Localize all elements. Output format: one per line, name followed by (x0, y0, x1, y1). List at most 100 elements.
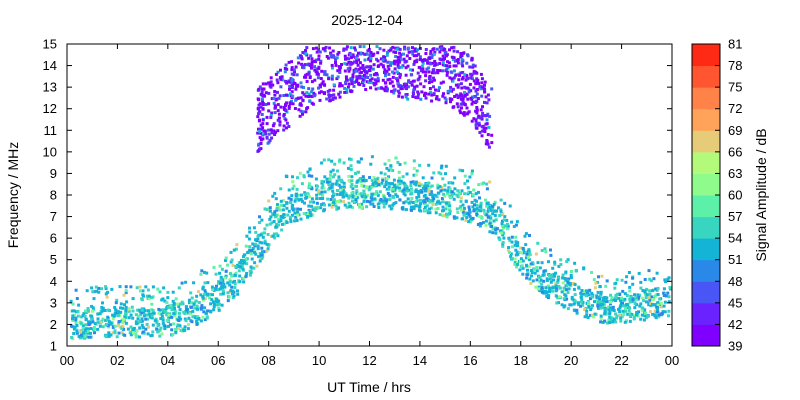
data-point (376, 176, 380, 180)
data-point (237, 264, 241, 268)
data-point (316, 206, 320, 210)
y-tick-label: 1 (50, 339, 57, 354)
data-point (593, 312, 597, 316)
data-point (519, 260, 522, 263)
data-point (310, 95, 314, 99)
data-point (603, 319, 607, 323)
data-point (321, 184, 325, 188)
data-point (331, 175, 335, 179)
data-point (326, 89, 330, 93)
data-point (313, 209, 317, 212)
data-point (286, 213, 290, 217)
data-point (195, 320, 199, 323)
data-point (548, 290, 551, 294)
data-point (483, 90, 487, 94)
data-point (406, 197, 410, 201)
data-point (402, 52, 405, 56)
data-point (475, 207, 479, 211)
data-point (268, 209, 272, 213)
data-point (277, 96, 281, 100)
data-point (538, 275, 542, 279)
data-point (287, 188, 291, 192)
data-point (170, 308, 174, 311)
data-point (129, 285, 133, 289)
data-point (295, 196, 299, 200)
data-point (221, 278, 225, 282)
data-point (353, 46, 357, 50)
data-point (392, 195, 396, 199)
data-point (186, 327, 190, 331)
data-point (234, 247, 238, 251)
data-point (647, 269, 651, 273)
data-point (318, 197, 322, 200)
data-point (432, 78, 436, 82)
data-point (144, 313, 148, 317)
data-point (422, 194, 426, 198)
data-point (113, 306, 117, 309)
data-point (317, 86, 320, 90)
data-point (427, 92, 431, 96)
data-point (140, 311, 144, 315)
data-point (663, 310, 667, 314)
data-point (437, 200, 440, 204)
x-tick-label: 12 (362, 353, 376, 368)
data-point (493, 226, 497, 230)
data-point (260, 253, 264, 257)
data-point (619, 319, 623, 323)
data-point (451, 87, 455, 91)
data-point (284, 79, 288, 83)
data-point (177, 315, 181, 319)
data-point (323, 49, 327, 53)
data-point (105, 322, 108, 326)
data-point (337, 160, 341, 164)
data-point (469, 89, 473, 93)
data-point (566, 280, 570, 284)
data-point (398, 60, 401, 64)
data-point (389, 164, 393, 168)
data-point (458, 192, 461, 196)
y-tick-label: 6 (50, 231, 57, 246)
data-point (635, 311, 639, 314)
data-point (414, 200, 418, 204)
data-point (332, 192, 336, 196)
data-point (644, 296, 648, 300)
data-point (205, 271, 209, 275)
data-point (448, 89, 452, 93)
data-point (221, 289, 225, 293)
data-point (472, 71, 476, 75)
data-point (293, 107, 297, 110)
data-point (337, 206, 341, 210)
data-point (461, 203, 465, 207)
data-point (251, 242, 255, 246)
data-point (423, 205, 427, 209)
data-point (356, 160, 360, 164)
data-point (352, 199, 356, 203)
data-point (415, 54, 419, 58)
data-point (624, 280, 628, 284)
data-point (432, 85, 435, 89)
data-point (494, 218, 498, 222)
data-point (490, 225, 494, 228)
colorbar-tick-label: 57 (728, 209, 742, 224)
data-point (140, 323, 144, 327)
data-point (449, 100, 452, 104)
data-point (513, 243, 517, 247)
data-point (437, 86, 441, 90)
data-point (378, 190, 382, 194)
data-point (115, 335, 119, 339)
data-point (325, 55, 329, 58)
data-point (351, 61, 355, 65)
data-point (435, 195, 439, 199)
data-point (431, 61, 434, 65)
data-point (170, 328, 174, 332)
data-point (79, 321, 83, 325)
data-point (96, 317, 100, 321)
data-point (414, 204, 418, 208)
data-point (256, 115, 260, 119)
data-point (284, 118, 288, 122)
data-point (218, 302, 221, 306)
data-point (244, 244, 248, 248)
data-point (654, 287, 658, 291)
data-point (130, 305, 134, 309)
data-point (265, 249, 269, 253)
